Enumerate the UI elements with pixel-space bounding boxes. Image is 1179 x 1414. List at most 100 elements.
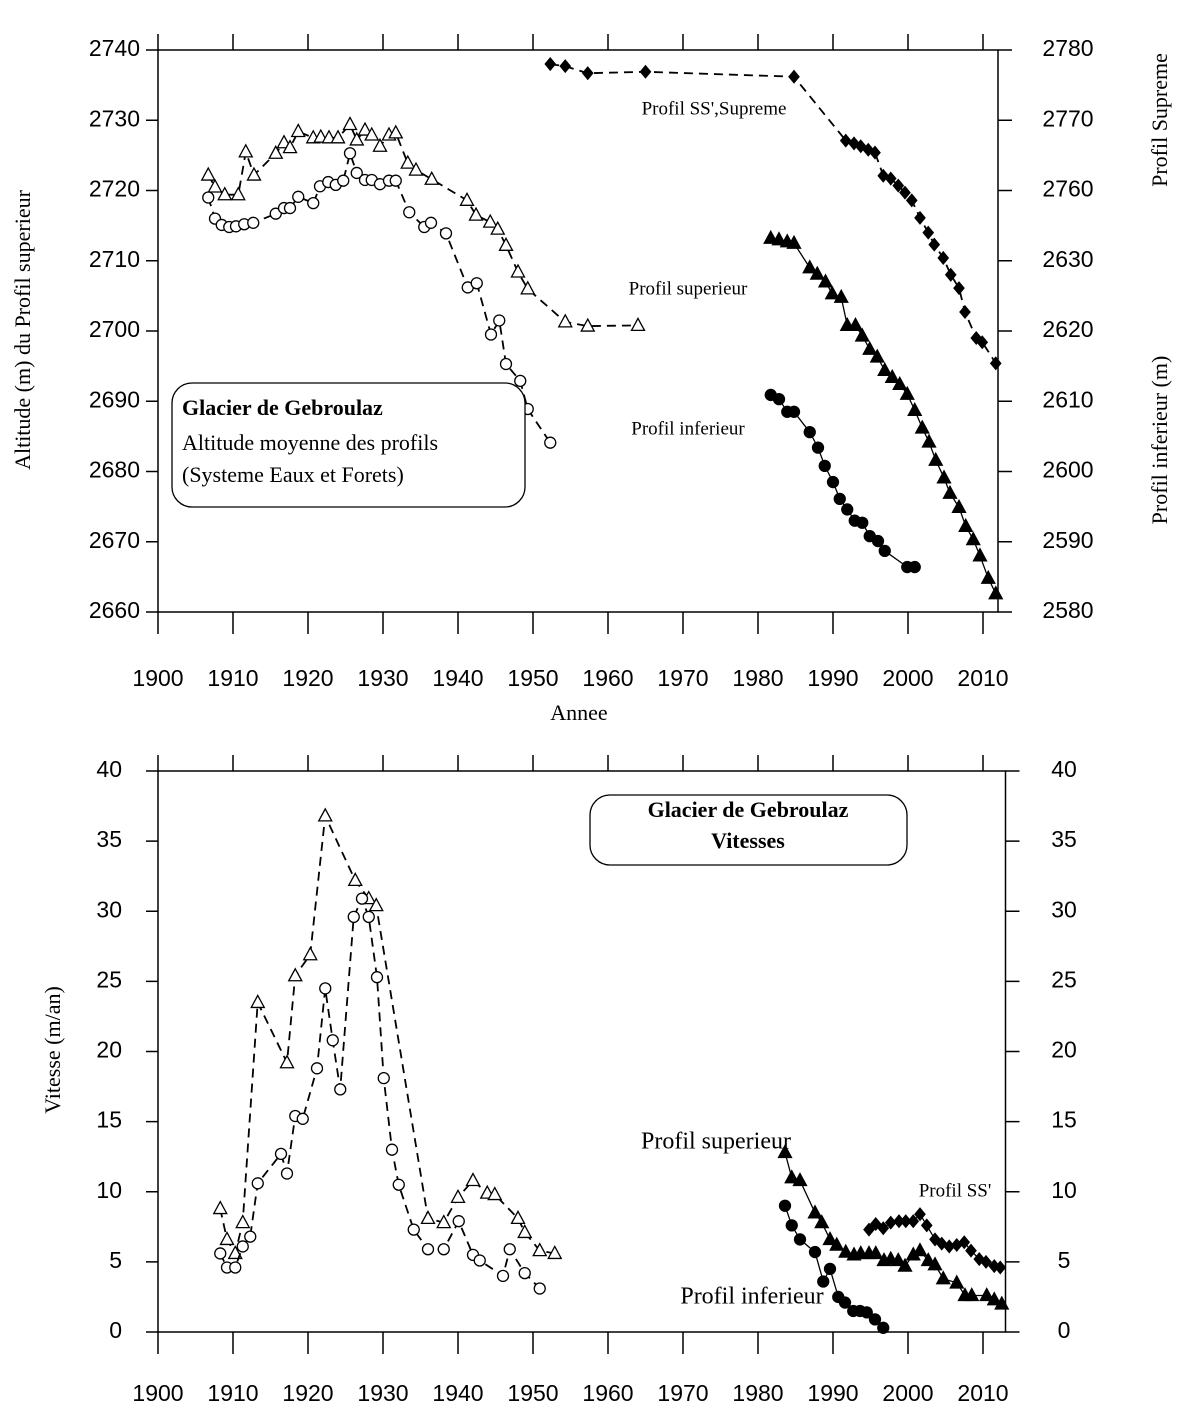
y-tick-label: 2710: [89, 246, 140, 272]
marker: [330, 129, 346, 144]
marker: [202, 191, 215, 204]
marker: [841, 503, 854, 516]
marker: [777, 1144, 793, 1159]
marker: [892, 376, 908, 391]
marker: [372, 137, 388, 152]
marker: [989, 356, 1002, 371]
marker: [337, 174, 350, 187]
marker: [280, 1167, 294, 1180]
y2-tick-label: 10: [1051, 1177, 1077, 1203]
marker: [321, 129, 337, 144]
y-tick-label: 5: [109, 1247, 122, 1273]
y-tick-label: 2730: [89, 105, 140, 131]
marker: [200, 166, 216, 181]
annotation: Profil inferieur: [631, 418, 745, 439]
marker: [976, 335, 989, 350]
marker: [905, 193, 918, 208]
marker: [482, 213, 498, 228]
marker: [468, 206, 484, 221]
y2-tick-label: 2610: [1042, 386, 1093, 412]
x-tick-label: 2000: [882, 665, 933, 691]
marker: [547, 1245, 563, 1260]
marker: [877, 1221, 890, 1236]
marker: [877, 1321, 890, 1334]
marker: [953, 281, 965, 296]
marker: [826, 475, 840, 489]
marker: [296, 1112, 309, 1125]
y-tick-label: 10: [96, 1177, 122, 1203]
marker: [838, 1243, 854, 1258]
marker: [942, 484, 958, 499]
marker: [557, 313, 573, 328]
annotation: Profil superieur: [629, 278, 748, 299]
marker: [890, 1252, 906, 1267]
y2-tick-label: 5: [1058, 1247, 1071, 1273]
y2-tick-label: 2580: [1042, 597, 1093, 623]
marker: [302, 946, 318, 961]
series-line: [219, 896, 541, 1290]
marker: [792, 1172, 808, 1187]
box-text: Glacier de Gebroulaz: [648, 797, 849, 822]
marker: [236, 1240, 249, 1253]
y-tick-label: 0: [109, 1317, 122, 1343]
marker: [847, 317, 864, 332]
marker: [250, 994, 266, 1009]
y-tick-label: 2660: [89, 597, 140, 623]
marker: [838, 1296, 852, 1309]
marker: [793, 1233, 807, 1246]
marker: [980, 569, 996, 584]
marker: [914, 210, 926, 225]
marker: [207, 178, 223, 193]
marker: [235, 1214, 251, 1229]
marker: [473, 1254, 486, 1267]
marker: [355, 892, 369, 905]
marker: [437, 1243, 450, 1256]
marker: [342, 116, 358, 131]
marker: [559, 59, 572, 74]
marker: [928, 451, 944, 466]
marker: [357, 121, 373, 136]
y2-tick-label: 0: [1058, 1317, 1071, 1343]
marker: [283, 201, 297, 215]
marker: [823, 1262, 837, 1276]
marker: [972, 547, 988, 562]
plot-frame: [157, 49, 999, 613]
marker: [986, 1291, 1002, 1306]
y-tick-label: 2670: [89, 527, 140, 553]
marker: [809, 265, 825, 280]
marker: [307, 196, 320, 210]
x-tick-label: 1940: [432, 665, 483, 691]
x-tick-label: 1960: [582, 665, 633, 691]
marker: [884, 171, 897, 186]
marker: [350, 166, 363, 180]
marker: [377, 1071, 390, 1085]
box-text: (Systeme Eaux et Forets): [182, 462, 404, 487]
marker: [817, 273, 834, 288]
marker: [247, 216, 260, 229]
marker: [786, 234, 802, 249]
marker: [229, 1261, 242, 1274]
marker: [944, 267, 957, 282]
marker: [817, 1275, 830, 1288]
marker: [907, 402, 923, 417]
marker: [214, 1247, 227, 1260]
marker: [785, 1219, 798, 1232]
marker: [811, 441, 825, 454]
marker: [839, 133, 852, 148]
marker: [935, 1270, 951, 1285]
x-tick-label: 1950: [507, 1380, 558, 1406]
marker: [922, 225, 935, 240]
marker: [459, 191, 475, 206]
box-title: Glacier de Gebroulaz: [182, 395, 383, 420]
marker: [533, 1282, 546, 1295]
axis-title: Altitude (m) du Profil superieur: [10, 189, 35, 470]
marker: [807, 1204, 823, 1219]
y-tick-label: 20: [96, 1037, 122, 1063]
marker: [908, 560, 921, 574]
marker: [389, 174, 402, 187]
marker: [959, 305, 971, 320]
marker: [803, 426, 816, 439]
marker: [778, 1199, 792, 1212]
x-tick-label: 1990: [807, 665, 858, 691]
